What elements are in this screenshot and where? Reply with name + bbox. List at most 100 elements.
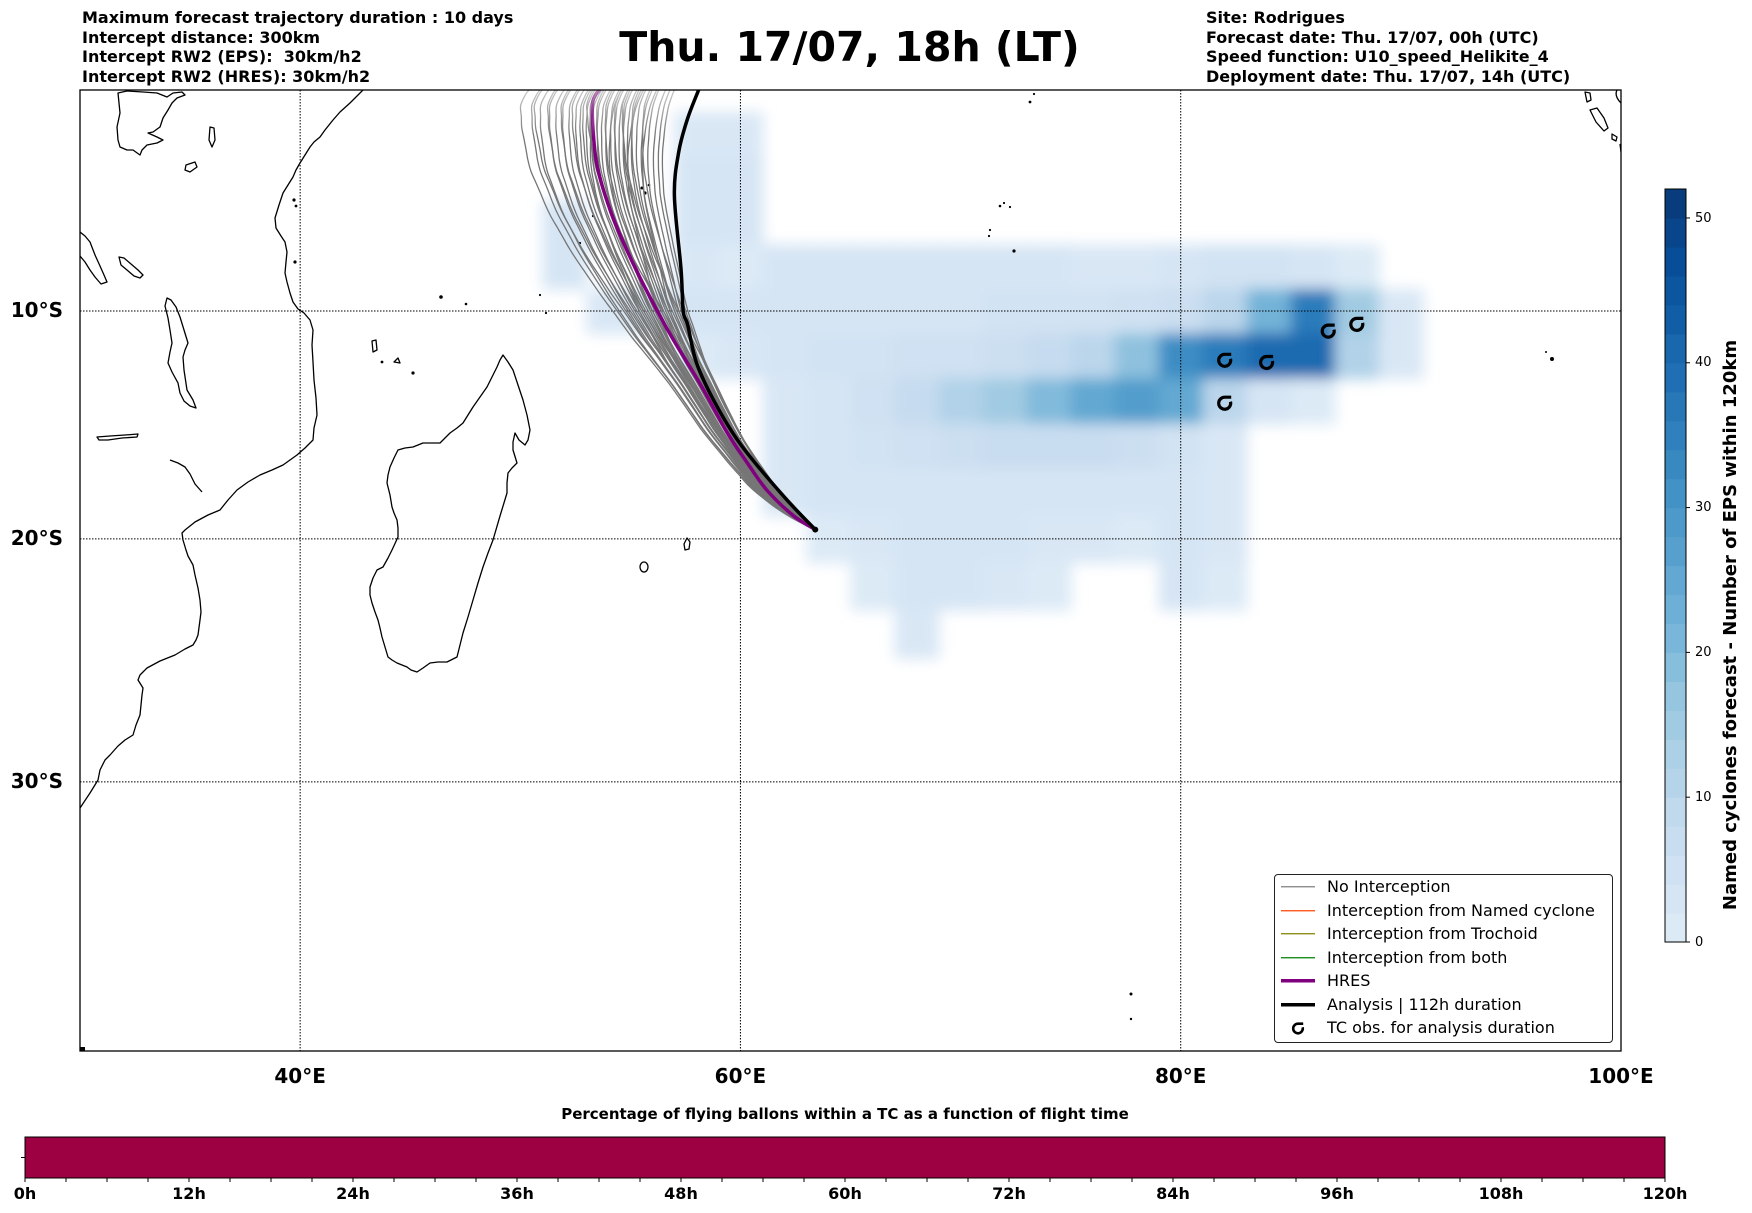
density-cell xyxy=(850,333,896,380)
legend-label: Analysis | 112h duration xyxy=(1327,994,1522,1014)
island-dot xyxy=(439,295,443,299)
longitude-label: 60°E xyxy=(714,1064,767,1088)
island-dot xyxy=(544,311,548,315)
analysis-track xyxy=(672,90,818,532)
density-cell xyxy=(1246,378,1292,425)
density-cell xyxy=(1378,333,1424,380)
colorbar-band xyxy=(1665,333,1686,364)
density-cell xyxy=(1114,288,1160,335)
flight-time-tick-label: 120h xyxy=(1642,1184,1688,1203)
tc-symbol-icon xyxy=(1259,354,1275,371)
island-dot xyxy=(1129,1017,1133,1021)
density-cell xyxy=(1246,288,1292,335)
tc-obs-marker xyxy=(1217,395,1233,411)
density-cell xyxy=(1290,288,1336,335)
density-cell xyxy=(850,469,896,517)
launch-site-marker xyxy=(812,526,819,533)
longitude-label: 40°E xyxy=(274,1064,326,1088)
eps-member-track xyxy=(585,90,816,531)
colorbar-band xyxy=(1665,565,1686,596)
legend-item: Analysis | 112h duration xyxy=(1275,993,1612,1017)
lake-bangweulu xyxy=(96,433,139,441)
legend-label: TC obs. for analysis duration xyxy=(1327,1018,1555,1038)
density-cell xyxy=(806,423,852,471)
flight-time-segment xyxy=(25,1137,1665,1178)
legend: No Interception Interception from Named … xyxy=(1274,874,1613,1043)
legend-item: Interception from Named cyclone xyxy=(1275,899,1612,923)
density-cell xyxy=(1202,378,1248,425)
colorbar-band xyxy=(1665,420,1686,451)
flight-time-tick-label: 0h xyxy=(13,1184,37,1203)
density-cell xyxy=(1158,333,1204,380)
density-cell xyxy=(938,244,984,290)
reunion-island xyxy=(639,561,649,573)
flight-time-tick-label: 72h xyxy=(992,1184,1026,1203)
tc-symbol-icon xyxy=(1217,352,1233,368)
flight-time-bar-title: Percentage of flying ballons within a TC… xyxy=(561,1105,1129,1123)
colorbar-band xyxy=(1665,913,1686,943)
colorbar-band xyxy=(1665,478,1686,509)
tc-obs-marker xyxy=(1349,316,1365,332)
latitude-label: 30°S xyxy=(10,768,63,793)
density-cell xyxy=(982,562,1028,611)
line-sample xyxy=(1281,956,1315,959)
legend-label: No Interception xyxy=(1327,877,1451,897)
density-cell xyxy=(1290,378,1336,425)
colorbar-tick-label: 30 xyxy=(1695,500,1712,516)
tc-symbol-icon xyxy=(1217,395,1233,411)
density-cell xyxy=(762,288,808,335)
colorbar-band xyxy=(1665,449,1686,480)
island-dot xyxy=(294,204,298,208)
density-cell xyxy=(1334,244,1380,290)
colorbar-band xyxy=(1665,710,1686,740)
lake-victoria xyxy=(116,90,186,156)
density-cell xyxy=(1026,515,1072,564)
density-cell xyxy=(982,423,1028,471)
sumatra-island-3 xyxy=(1611,133,1618,142)
colorbar-tick-label: 40 xyxy=(1695,355,1712,371)
colorbar-band xyxy=(1665,681,1686,711)
line-sample xyxy=(1281,933,1315,935)
density-cell xyxy=(850,244,896,290)
density-cell xyxy=(762,423,808,471)
density-cell xyxy=(1114,244,1160,290)
island-dot xyxy=(411,371,415,375)
density-cell xyxy=(1334,333,1380,380)
page-title: Thu. 17/07, 18h (LT) xyxy=(619,23,1080,71)
tc-symbol-icon xyxy=(1291,1022,1305,1035)
colorbar-frame xyxy=(1664,188,1687,943)
legend-label: Interception from both xyxy=(1327,947,1508,967)
tc-obs-marker xyxy=(1320,323,1336,339)
legend-label: Interception from Named cyclone xyxy=(1327,900,1595,920)
colorbar xyxy=(1664,188,1690,943)
island-dot xyxy=(293,260,297,264)
colorbar-band xyxy=(1665,189,1686,219)
island-dot xyxy=(1002,201,1006,205)
island-dot xyxy=(380,360,384,364)
island-dot xyxy=(1129,992,1133,996)
density-cell xyxy=(1114,515,1160,564)
density-cell xyxy=(982,333,1028,380)
sumatra-island-2 xyxy=(1584,91,1592,103)
density-cell xyxy=(850,562,896,611)
latitude-label: 20°S xyxy=(10,525,63,550)
density-cell xyxy=(1026,244,1072,290)
lake-malawi xyxy=(164,297,197,409)
mauritius-island xyxy=(683,537,691,551)
island-dot xyxy=(292,198,296,202)
density-cell xyxy=(982,515,1028,564)
comoros-island-2 xyxy=(393,357,401,364)
island-dot xyxy=(1550,357,1554,361)
density-cell xyxy=(1026,562,1072,611)
island-dot xyxy=(1028,100,1032,104)
legend-item: No Interception xyxy=(1275,875,1612,899)
hres-track-group xyxy=(590,90,818,532)
island-dot xyxy=(998,204,1002,208)
density-cell xyxy=(1070,515,1116,564)
density-cell xyxy=(894,378,940,425)
speed-function-text: Speed function: U10_speed_Helikite_4 xyxy=(1206,47,1549,66)
density-cell xyxy=(982,378,1028,425)
map-area xyxy=(80,90,1621,1051)
density-cell xyxy=(1158,378,1204,425)
density-cell xyxy=(1026,333,1072,380)
